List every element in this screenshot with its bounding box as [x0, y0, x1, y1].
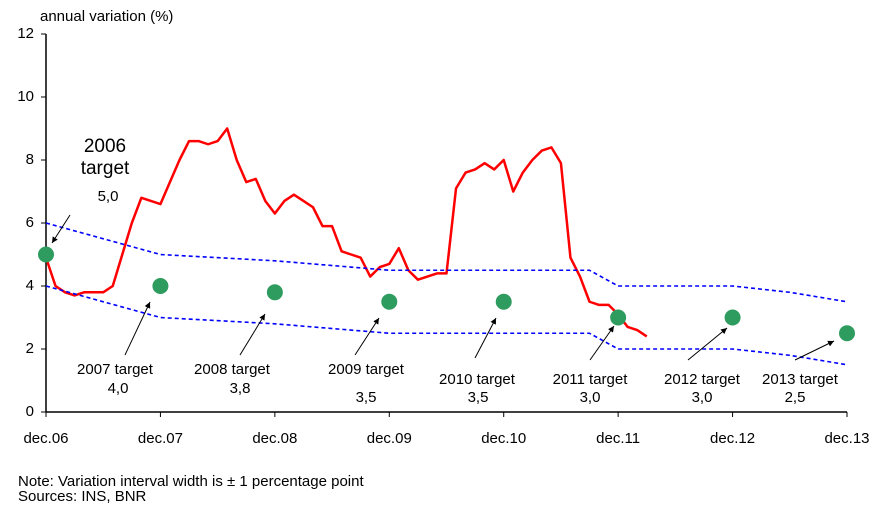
y-tick-label: 8	[26, 151, 34, 168]
annotation-arrow	[794, 340, 835, 361]
annotation-arrow	[51, 214, 71, 244]
target-value-label: 3,5	[468, 389, 489, 406]
x-tick-label: dec.09	[367, 430, 412, 447]
x-tick-label: dec.12	[710, 430, 755, 447]
x-tick-label: dec.08	[252, 430, 297, 447]
y-tick-label: 0	[26, 403, 34, 420]
target-label: 2011 target	[553, 371, 629, 388]
target-label: 2008 target	[194, 361, 271, 378]
annotation-arrow	[354, 317, 380, 356]
target-value-label: 3,0	[692, 389, 713, 406]
target-label: 2010 target	[439, 371, 516, 388]
x-tick-label: dec.13	[824, 430, 869, 447]
target-point	[724, 309, 741, 326]
target-label: 2007 target	[77, 361, 154, 378]
inflation-line	[44, 127, 648, 338]
x-tick-label: dec.06	[23, 430, 68, 447]
y-tick-label: 2	[26, 340, 34, 357]
chart-title: annual variation (%)	[40, 8, 173, 25]
y-tick-label: 4	[26, 277, 34, 294]
annotation-arrow	[239, 313, 266, 356]
target-value-label: 3,0	[580, 389, 601, 406]
target-point	[38, 246, 54, 263]
target-value-label: 4,0	[108, 380, 129, 397]
x-tick-label: dec.10	[481, 430, 526, 447]
y-tick-label: 12	[17, 25, 34, 42]
interval-band	[45, 285, 848, 366]
target-value-label: 3,5	[356, 389, 377, 406]
target-point	[839, 325, 855, 342]
target-label: 2013 target	[762, 371, 839, 388]
x-tick-label: dec.07	[138, 430, 183, 447]
annotation-arrow	[687, 327, 728, 361]
target-point	[610, 309, 627, 326]
y-tick-label: 10	[17, 88, 34, 105]
target-point	[381, 293, 398, 310]
annotation-arrow	[474, 317, 497, 359]
interval-band	[45, 222, 848, 303]
target-point	[152, 278, 169, 294]
target-value-label: 2,5	[785, 389, 806, 406]
x-tick-label: dec.11	[596, 430, 640, 447]
sources: Sources: INS, BNR	[18, 488, 147, 505]
annotation-arrow	[589, 325, 615, 361]
target-point	[266, 284, 283, 301]
target-label: 2009 target	[328, 361, 405, 378]
target-value-label: 3,8	[230, 380, 251, 397]
annotation-arrow	[124, 301, 151, 356]
y-tick-label: 6	[26, 214, 34, 231]
note: Note: Variation interval width is ± 1 pe…	[18, 473, 364, 490]
target-label: 2012 target	[664, 371, 741, 388]
target-label: 2006 target	[81, 136, 130, 179]
target-point	[495, 293, 512, 310]
target-value-label: 5,0	[98, 188, 119, 205]
